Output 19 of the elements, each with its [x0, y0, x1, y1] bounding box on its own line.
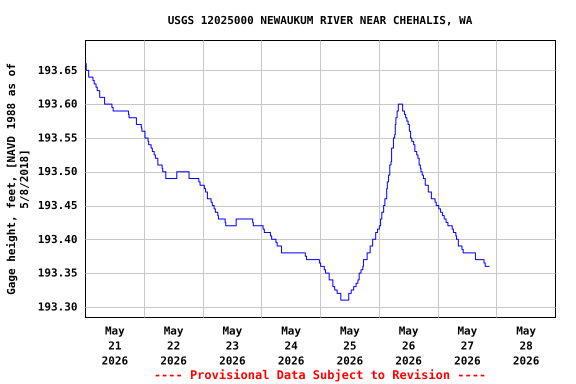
x-tick-label: May 25 2026 [336, 324, 364, 368]
x-tick-label: May 23 2026 [219, 324, 246, 368]
y-tick-label: 193.30 [38, 300, 78, 314]
x-tick-label: May 21 2026 [102, 324, 128, 368]
y-tick-label: 193.65 [38, 64, 78, 77]
y-tick-label: 193.60 [38, 98, 78, 111]
text: ---- Provisional Data Subject to Revision ---- [154, 368, 486, 382]
y-tick-label: 193.55 [38, 131, 78, 144]
y-tick-label: 193.45 [38, 199, 78, 212]
chart-title: USGS 12025000 NEWAUKUM RIVER NEAR CHEHALIS, WA [168, 14, 473, 27]
y-axis-title: Gage height, feet, [NAVD 1988 as of 5/8/2018] [4, 63, 31, 295]
x-tick-label: May 26 2026 [395, 324, 422, 368]
x-tick-label: May 28 2026 [512, 324, 540, 368]
x-tick-label: May 27 2026 [454, 324, 481, 368]
x-tick-label: May 22 2026 [160, 324, 188, 368]
y-tick-label: 193.35 [38, 266, 78, 280]
y-tick-label: 193.50 [38, 165, 78, 178]
y-tick-label: 193.40 [38, 232, 78, 246]
x-tick-label: May 24 2026 [278, 324, 305, 368]
